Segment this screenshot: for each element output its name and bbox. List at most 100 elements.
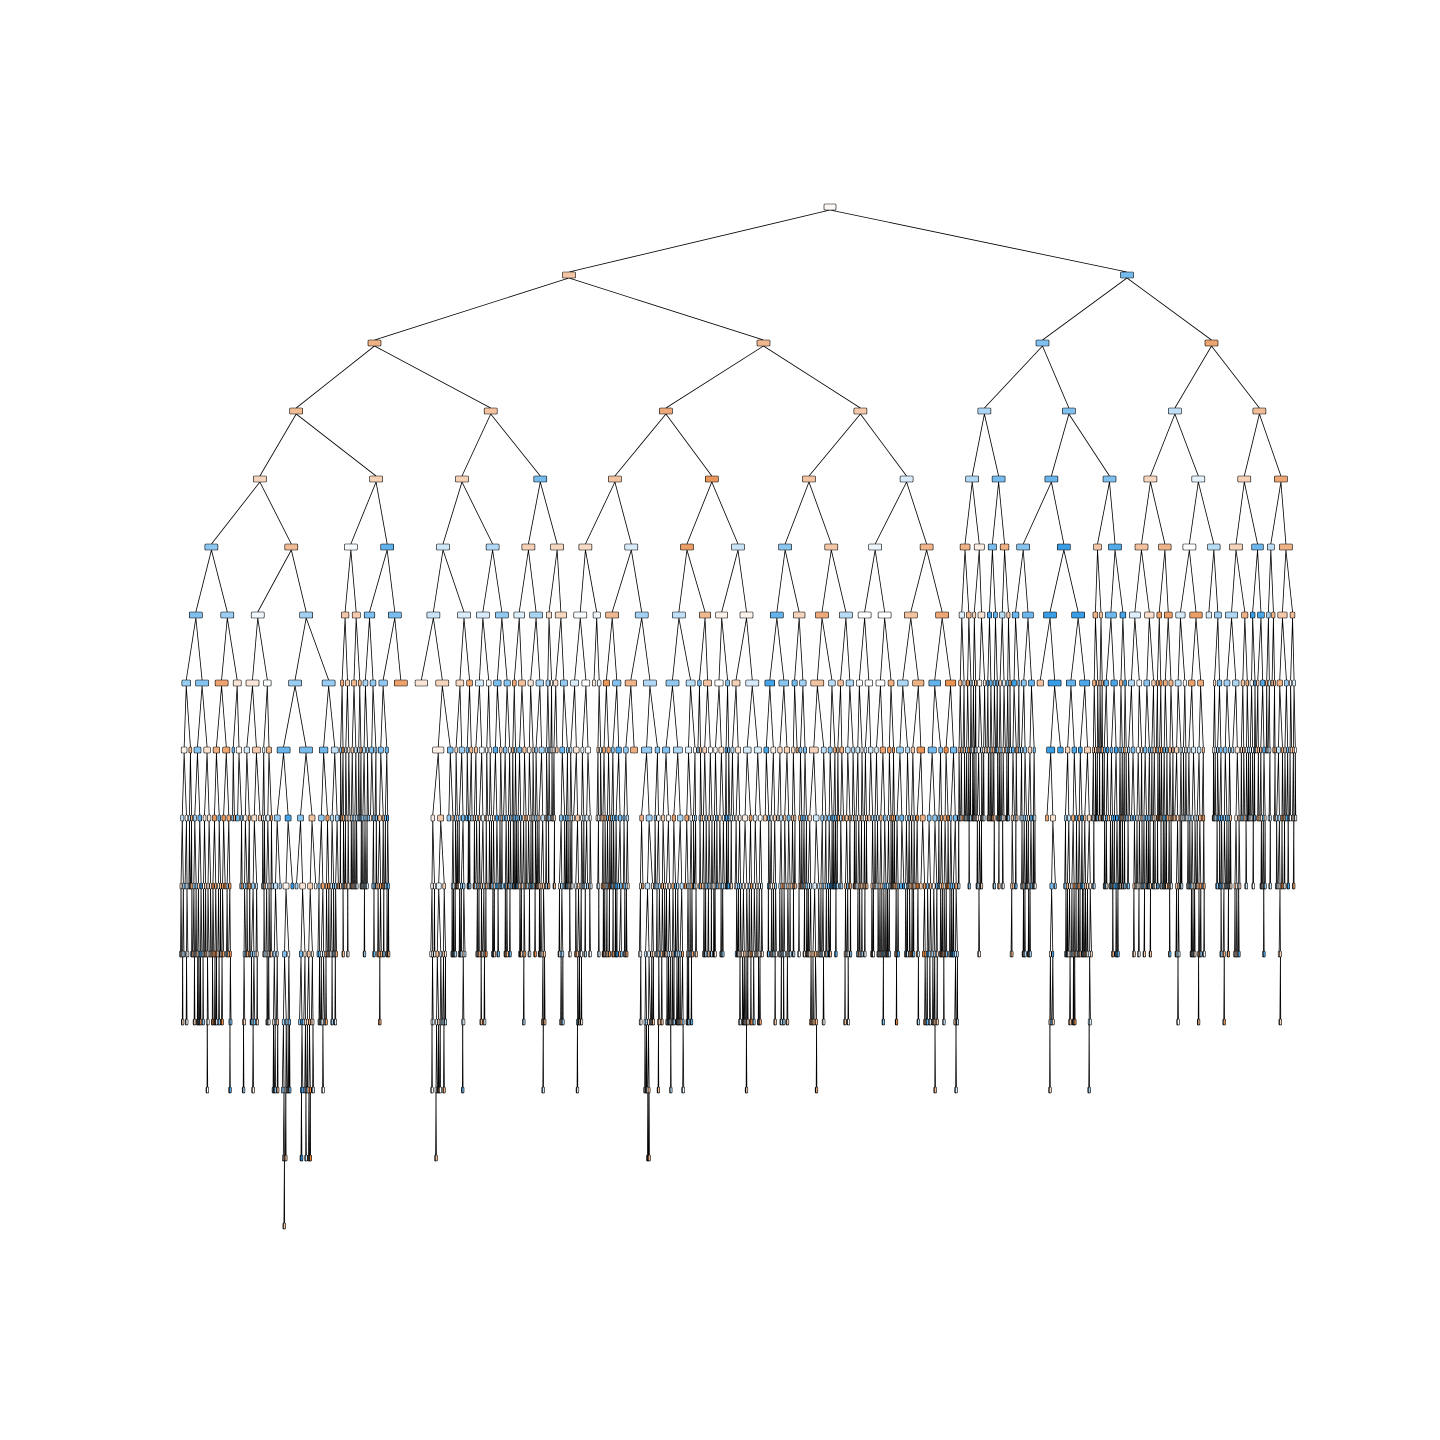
tree-edge	[1184, 685, 1187, 748]
tree-edge	[763, 345, 861, 409]
tree-edge	[699, 685, 701, 748]
tree-edge	[1110, 549, 1116, 613]
tree-node	[965, 746, 969, 754]
tree-edge	[328, 685, 336, 748]
tree-edge	[727, 685, 730, 748]
tree-node	[1109, 746, 1114, 754]
tree-node	[534, 746, 538, 754]
tree-edge	[876, 752, 878, 816]
tree-edge	[978, 752, 980, 816]
tree-edge	[880, 617, 886, 681]
tree-edge	[496, 617, 503, 681]
tree-edge	[570, 752, 573, 816]
tree-node	[1043, 611, 1057, 619]
tree-edge	[528, 549, 537, 613]
tree-edge	[1278, 685, 1281, 748]
tree-edge	[605, 685, 609, 748]
tree-node	[537, 814, 541, 822]
tree-node	[927, 746, 937, 754]
tree-node	[193, 746, 202, 754]
tree-node	[999, 611, 1006, 619]
tree-node	[935, 950, 939, 958]
tree-edge	[512, 752, 514, 816]
tree-node	[605, 611, 620, 619]
tree-edge	[800, 752, 803, 816]
tree-node	[212, 746, 221, 754]
tree-node	[233, 814, 236, 822]
tree-node	[372, 950, 376, 958]
tree-edge	[1128, 752, 1131, 816]
tree-edge	[1279, 685, 1283, 748]
tree-node	[217, 814, 221, 822]
tree-edge	[283, 956, 285, 1020]
tree-node	[882, 1018, 885, 1026]
tree-node	[802, 814, 806, 822]
tree-node	[791, 679, 798, 687]
tree-edge	[690, 820, 693, 884]
tree-node	[303, 950, 307, 958]
tree-edge	[493, 820, 495, 884]
tree-edge	[221, 617, 228, 681]
tree-node	[655, 882, 659, 890]
tree-edge	[658, 820, 660, 884]
tree-node	[461, 1086, 465, 1094]
tree-edge	[1177, 888, 1180, 952]
tree-edge	[1273, 617, 1275, 681]
tree-node	[827, 814, 831, 822]
tree-edge	[896, 752, 901, 816]
tree-edge	[753, 956, 755, 1020]
tree-edge	[455, 752, 458, 816]
tree-edge	[625, 685, 632, 748]
tree-edge	[714, 820, 716, 884]
tree-edge	[225, 752, 230, 816]
tree-node	[1256, 679, 1260, 687]
tree-edge	[1252, 617, 1256, 681]
tree-node	[874, 746, 879, 754]
tree-edge	[1279, 617, 1283, 681]
tree-edge	[933, 820, 936, 884]
tree-node	[867, 814, 871, 822]
tree-edge	[1246, 685, 1249, 748]
tree-node	[1279, 543, 1293, 551]
tree-edge	[199, 820, 202, 884]
tree-edge	[750, 820, 752, 884]
tree-edge	[244, 820, 248, 884]
tree-node	[678, 950, 682, 958]
tree-edge	[1194, 820, 1197, 884]
tree-node	[330, 814, 335, 822]
tree-edge	[182, 888, 185, 952]
tree-node	[379, 950, 383, 958]
tree-node	[643, 679, 657, 687]
tree-edge	[228, 820, 231, 884]
tree-node	[582, 814, 586, 822]
tree-edge	[800, 685, 804, 748]
tree-node	[916, 882, 920, 890]
tree-node	[929, 882, 932, 890]
tree-edge	[364, 820, 367, 884]
tree-edge	[1070, 685, 1075, 748]
tree-edge	[567, 752, 569, 816]
tree-edge	[285, 820, 289, 884]
tree-edge	[672, 820, 675, 884]
tree-node	[903, 611, 918, 619]
tree-edge	[928, 820, 931, 884]
tree-node	[542, 1086, 545, 1094]
tree-node	[554, 611, 567, 619]
tree-edge	[630, 549, 643, 613]
tree-node	[454, 746, 458, 754]
tree-edge	[520, 820, 522, 884]
tree-node	[446, 814, 452, 822]
tree-edge	[1146, 617, 1150, 681]
tree-edge	[370, 752, 373, 816]
tree-edge	[432, 549, 444, 613]
tree-edge	[794, 617, 800, 681]
tree-edge	[1174, 752, 1178, 816]
tree-edge	[437, 752, 442, 816]
tree-node	[943, 746, 949, 754]
tree-node	[278, 882, 282, 890]
tree-edge	[672, 617, 680, 681]
tree-edge	[489, 820, 491, 884]
tree-edge	[834, 752, 836, 816]
tree-edge	[865, 685, 870, 748]
tree-node	[572, 814, 575, 822]
